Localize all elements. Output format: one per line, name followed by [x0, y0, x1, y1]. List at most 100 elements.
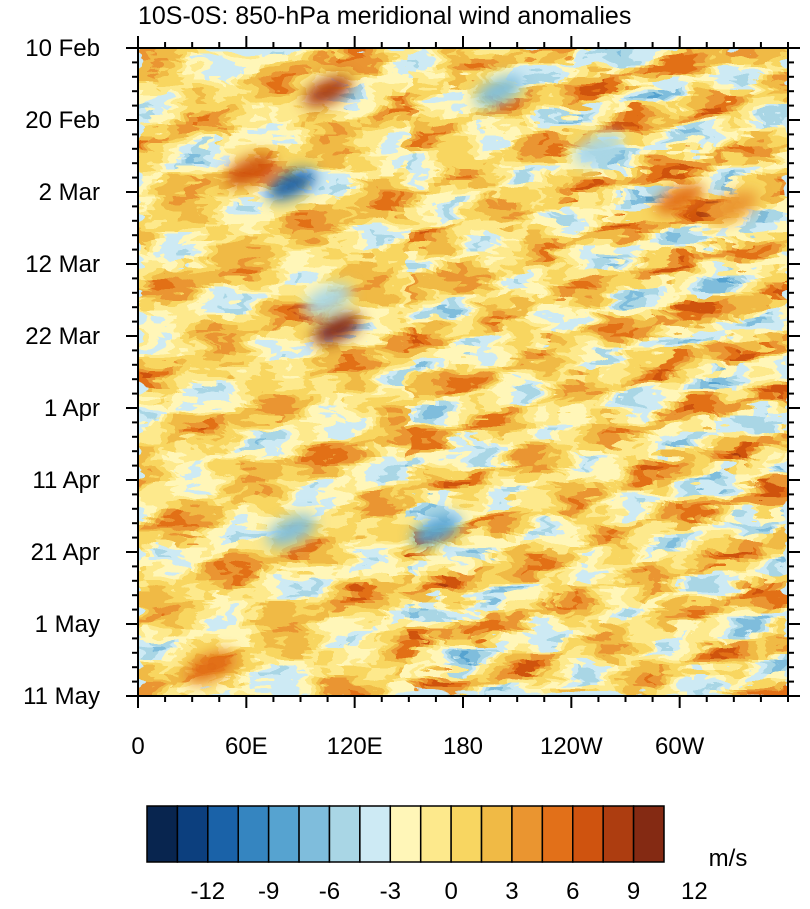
field-cell — [423, 150, 429, 157]
field-cell — [353, 210, 359, 217]
field-cell — [483, 168, 489, 175]
field-cell — [663, 102, 669, 109]
field-cell — [493, 102, 499, 109]
field-cell — [328, 162, 334, 169]
field-cell — [398, 120, 404, 127]
field-cell — [668, 126, 674, 133]
field-cell — [493, 228, 499, 235]
field-cell — [608, 156, 614, 163]
field-cell — [253, 222, 259, 229]
field-cell — [778, 150, 784, 157]
field-cell — [743, 90, 749, 97]
field-cell — [138, 90, 144, 97]
field-cell — [563, 192, 569, 199]
field-cell — [273, 252, 279, 259]
field-cell — [533, 60, 539, 67]
field-cell — [388, 186, 394, 193]
field-cell — [593, 108, 599, 115]
field-cell — [643, 258, 649, 265]
field-cell — [618, 150, 624, 157]
field-cell — [783, 198, 788, 205]
field-cell — [323, 72, 329, 79]
field-cell — [153, 198, 159, 205]
field-cell — [703, 96, 709, 103]
field-cell — [198, 138, 204, 145]
field-cell — [433, 48, 439, 55]
field-cell — [448, 132, 454, 139]
field-cell — [493, 240, 499, 247]
field-cell — [393, 192, 399, 199]
field-cell — [568, 270, 574, 277]
field-cell — [228, 54, 234, 61]
field-cell — [483, 246, 489, 253]
field-cell — [678, 108, 684, 115]
field-cell — [528, 120, 534, 127]
field-cell — [523, 216, 529, 223]
field-cell — [528, 150, 534, 157]
field-cell — [408, 72, 414, 79]
field-cell — [758, 216, 764, 223]
field-cell — [328, 72, 334, 79]
field-cell — [403, 66, 409, 73]
field-cell — [488, 132, 494, 139]
field-cell — [503, 54, 509, 61]
field-cell — [333, 180, 339, 187]
field-cell — [163, 138, 169, 145]
field-cell — [253, 264, 259, 271]
field-cell — [438, 216, 444, 223]
field-cell — [148, 114, 154, 121]
field-cell — [153, 102, 159, 109]
field-cell — [338, 144, 344, 151]
field-cell — [748, 90, 754, 97]
field-cell — [428, 120, 434, 127]
field-cell — [273, 84, 279, 91]
field-cell — [628, 198, 634, 205]
field-cell — [458, 198, 464, 205]
field-cell — [583, 174, 589, 181]
field-cell — [213, 156, 219, 163]
field-cell — [393, 198, 399, 205]
field-cell — [648, 66, 654, 73]
field-cell — [383, 84, 389, 91]
field-cell — [458, 102, 464, 109]
field-cell — [768, 90, 774, 97]
field-cell — [443, 240, 449, 247]
field-cell — [168, 90, 174, 97]
field-cell — [183, 174, 189, 181]
field-cell — [343, 234, 349, 241]
field-cell — [718, 72, 724, 79]
field-cell — [423, 120, 429, 127]
field-cell — [633, 66, 639, 73]
field-cell — [373, 180, 379, 187]
field-cell — [303, 246, 309, 253]
field-cell — [138, 156, 144, 163]
field-cell — [248, 132, 254, 139]
field-cell — [558, 144, 564, 151]
field-cell — [718, 270, 724, 277]
field-cell — [468, 66, 474, 73]
field-cell — [783, 102, 788, 109]
field-cell — [638, 216, 644, 223]
field-cell — [503, 228, 509, 235]
field-cell — [528, 102, 534, 109]
field-cell — [198, 204, 204, 211]
field-cell — [258, 54, 264, 61]
field-cell — [273, 54, 279, 61]
field-cell — [688, 216, 694, 223]
field-cell — [393, 240, 399, 247]
field-cell — [458, 240, 464, 247]
field-cell — [288, 126, 294, 133]
field-cell — [388, 168, 394, 175]
field-cell — [323, 234, 329, 241]
field-cell — [233, 126, 239, 133]
field-cell — [403, 60, 409, 67]
field-cell — [168, 168, 174, 175]
field-cell — [353, 156, 359, 163]
field-cell — [343, 126, 349, 133]
field-cell — [543, 120, 549, 127]
field-cell — [168, 138, 174, 145]
field-cell — [248, 96, 254, 103]
field-cell — [473, 264, 479, 271]
field-cell — [463, 66, 469, 73]
field-cell — [263, 228, 269, 235]
